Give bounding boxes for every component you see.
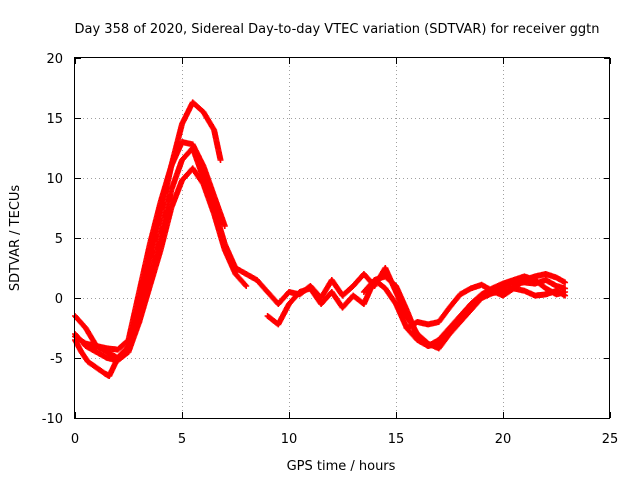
data-point	[243, 283, 250, 289]
y-tick-label: 15	[46, 112, 63, 127]
y-tick-label: 5	[55, 232, 63, 247]
series-track-h	[360, 273, 569, 349]
series-track-c	[72, 165, 250, 379]
x-tick-label: 20	[495, 432, 512, 447]
series-track-d	[72, 139, 228, 353]
data-point	[562, 279, 569, 286]
x-tick-label: 10	[281, 432, 298, 447]
y-tick-label: 20	[46, 52, 63, 67]
data-point	[221, 223, 228, 229]
y-axis-label: SDTVAR / TECUs	[8, 185, 23, 292]
grid-layer	[75, 58, 610, 418]
chart-title: Day 358 of 2020, Sidereal Day-to-day VTE…	[75, 22, 600, 37]
y-tick-label: -5	[50, 352, 63, 367]
y-tick-label: -10	[42, 412, 63, 427]
x-axis-label: GPS time / hours	[287, 459, 396, 474]
x-tick-label: 15	[388, 432, 405, 447]
x-tick-label: 25	[602, 432, 619, 447]
data-point	[242, 281, 249, 288]
x-tick-label: 5	[178, 432, 186, 447]
ticks-layer: 0 5 10 15 20 25 -10 -5 0 5 10 15 20	[42, 52, 619, 447]
x-tick-label: 0	[71, 432, 79, 447]
data-point	[562, 292, 569, 299]
data-points-layer	[72, 99, 569, 379]
y-tick-label: 0	[55, 292, 63, 307]
data-point	[217, 157, 224, 163]
y-tick-label: 10	[46, 172, 63, 187]
series-track-a	[72, 99, 224, 361]
